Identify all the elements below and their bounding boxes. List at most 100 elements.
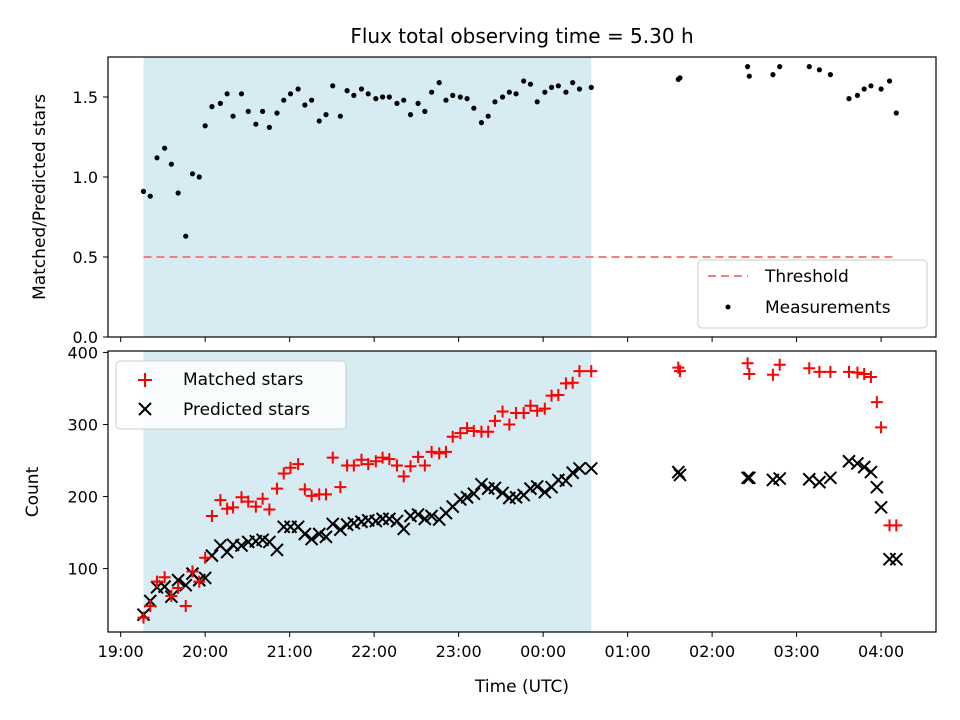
measurement-point — [478, 120, 485, 126]
matched-stars-points — [137, 357, 903, 624]
measurement-point — [183, 233, 189, 239]
matched-star-point — [824, 365, 837, 378]
matched-star-point — [496, 405, 509, 418]
top-y-tick-label: 0.5 — [73, 248, 98, 267]
matched-star-point — [193, 575, 206, 588]
x-tick-label: 23:00 — [436, 642, 482, 661]
measurement-point — [492, 99, 498, 105]
matched-star-point — [552, 388, 565, 401]
predicted-star-point — [530, 479, 544, 494]
matched-star-point — [425, 445, 438, 458]
measurement-point — [168, 161, 174, 167]
measurement-point — [253, 121, 259, 127]
top-legend-box — [697, 259, 928, 329]
measurement-point — [209, 104, 215, 110]
figure-title: Flux total observing time = 5.30 h — [350, 24, 693, 48]
matched-star-point — [158, 571, 171, 584]
predicted-star-point — [298, 527, 312, 541]
predicted-stars-points — [136, 454, 903, 622]
matched-star-point — [144, 600, 157, 613]
matched-star-point — [851, 366, 864, 379]
measurement-point — [588, 84, 594, 90]
measurement-point — [330, 83, 336, 89]
measurement-point — [548, 84, 555, 90]
measurement-point — [868, 83, 874, 89]
measurement-point — [471, 105, 477, 111]
matched-star-point — [256, 492, 269, 505]
measurement-point — [217, 100, 223, 106]
matched-star-point — [263, 503, 276, 516]
matched-star-point — [199, 551, 212, 564]
matched-star-point — [179, 600, 192, 613]
measurement-point — [323, 112, 329, 118]
matched-star-point — [813, 365, 826, 378]
matched-star-point — [803, 362, 816, 375]
matched-star-point — [242, 495, 255, 508]
x-tick-label: 03:00 — [774, 642, 820, 661]
measurement-point — [147, 193, 153, 199]
predicted-star-point — [812, 475, 827, 489]
threshold-legend-label: Threshold — [764, 267, 849, 287]
matched-star-point — [482, 425, 495, 438]
measurement-point — [373, 96, 379, 102]
measurement-point — [746, 73, 752, 79]
measurement-point — [154, 155, 160, 161]
predicted-star-point — [460, 490, 474, 504]
top-y-tick-label: 1.5 — [73, 88, 98, 107]
matched-star-point — [292, 458, 305, 471]
top-y-axis: 0.0 0.5 1.0 1.5 — [73, 88, 108, 347]
matched-star-point — [743, 368, 756, 381]
measurement-point — [281, 97, 287, 103]
top-observation-window — [143, 57, 592, 337]
matched-star-point — [517, 406, 530, 419]
matched-star-point — [326, 451, 339, 464]
matched-star-point — [454, 427, 467, 440]
top-y-tick-label: 1.0 — [73, 168, 98, 187]
bottom-panel-frame — [107, 350, 937, 633]
x-tick-label: 21:00 — [267, 642, 313, 661]
measurement-point — [464, 96, 470, 102]
matched-star-point — [376, 451, 389, 464]
measurement-point — [570, 80, 576, 86]
matched-star-point — [741, 357, 754, 370]
measurement-point — [861, 86, 867, 92]
measurement-point — [816, 67, 823, 73]
measurement-point — [202, 123, 208, 129]
x-axis: 19:00 20:00 21:00 22:00 23:00 00:00 01:00 02:00… — [98, 632, 904, 661]
predicted-star-point — [333, 522, 348, 537]
predicted-star-point — [467, 486, 481, 501]
matched-star-point — [298, 483, 311, 496]
x-tick-label: 00:00 — [520, 642, 566, 661]
matched-star-point — [214, 494, 227, 507]
predicted-star-point — [823, 471, 838, 485]
matched-star-point — [858, 368, 871, 381]
matched-star-point — [305, 489, 318, 502]
predicted-star-point — [864, 465, 878, 479]
matched-star-point — [531, 404, 544, 417]
measurement-point — [555, 83, 561, 89]
measurement-point — [677, 75, 683, 81]
predicted-star-point — [397, 522, 411, 536]
matched-stars-legend-swatch — [138, 373, 152, 387]
bottom-y-tick-label: 200 — [67, 488, 98, 507]
bottom-y-tick-label: 100 — [67, 560, 98, 579]
measurement-point — [302, 102, 308, 108]
measurement-point — [436, 80, 442, 86]
matched-star-point — [277, 467, 290, 480]
predicted-star-point — [312, 527, 326, 541]
predicted-star-point — [850, 456, 865, 471]
predicted-star-point — [802, 472, 816, 486]
matched-star-point — [355, 453, 368, 466]
matched-star-point — [235, 491, 248, 504]
x-tick-label: 01:00 — [605, 642, 651, 661]
measurement-point — [365, 91, 371, 97]
measurement-point — [401, 97, 407, 103]
matched-stars-legend-label: Matched stars — [183, 370, 303, 390]
measurement-point — [316, 118, 322, 124]
measurement-point — [224, 91, 230, 97]
measurement-point — [457, 94, 463, 100]
matched-star-point — [870, 396, 883, 409]
measurement-point — [407, 112, 414, 118]
predicted-star-point — [584, 461, 598, 476]
